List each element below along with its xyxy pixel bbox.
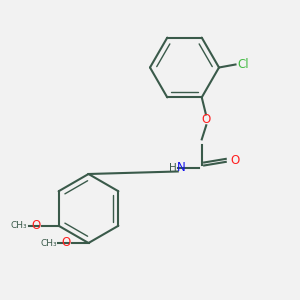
Text: N: N [176,161,185,174]
Text: H: H [169,163,176,173]
Text: CH₃: CH₃ [40,238,57,247]
Text: CH₃: CH₃ [11,221,27,230]
Text: O: O [32,219,40,232]
Text: O: O [230,154,239,167]
Text: O: O [61,236,70,250]
Text: O: O [202,113,211,126]
Text: Cl: Cl [237,58,249,71]
